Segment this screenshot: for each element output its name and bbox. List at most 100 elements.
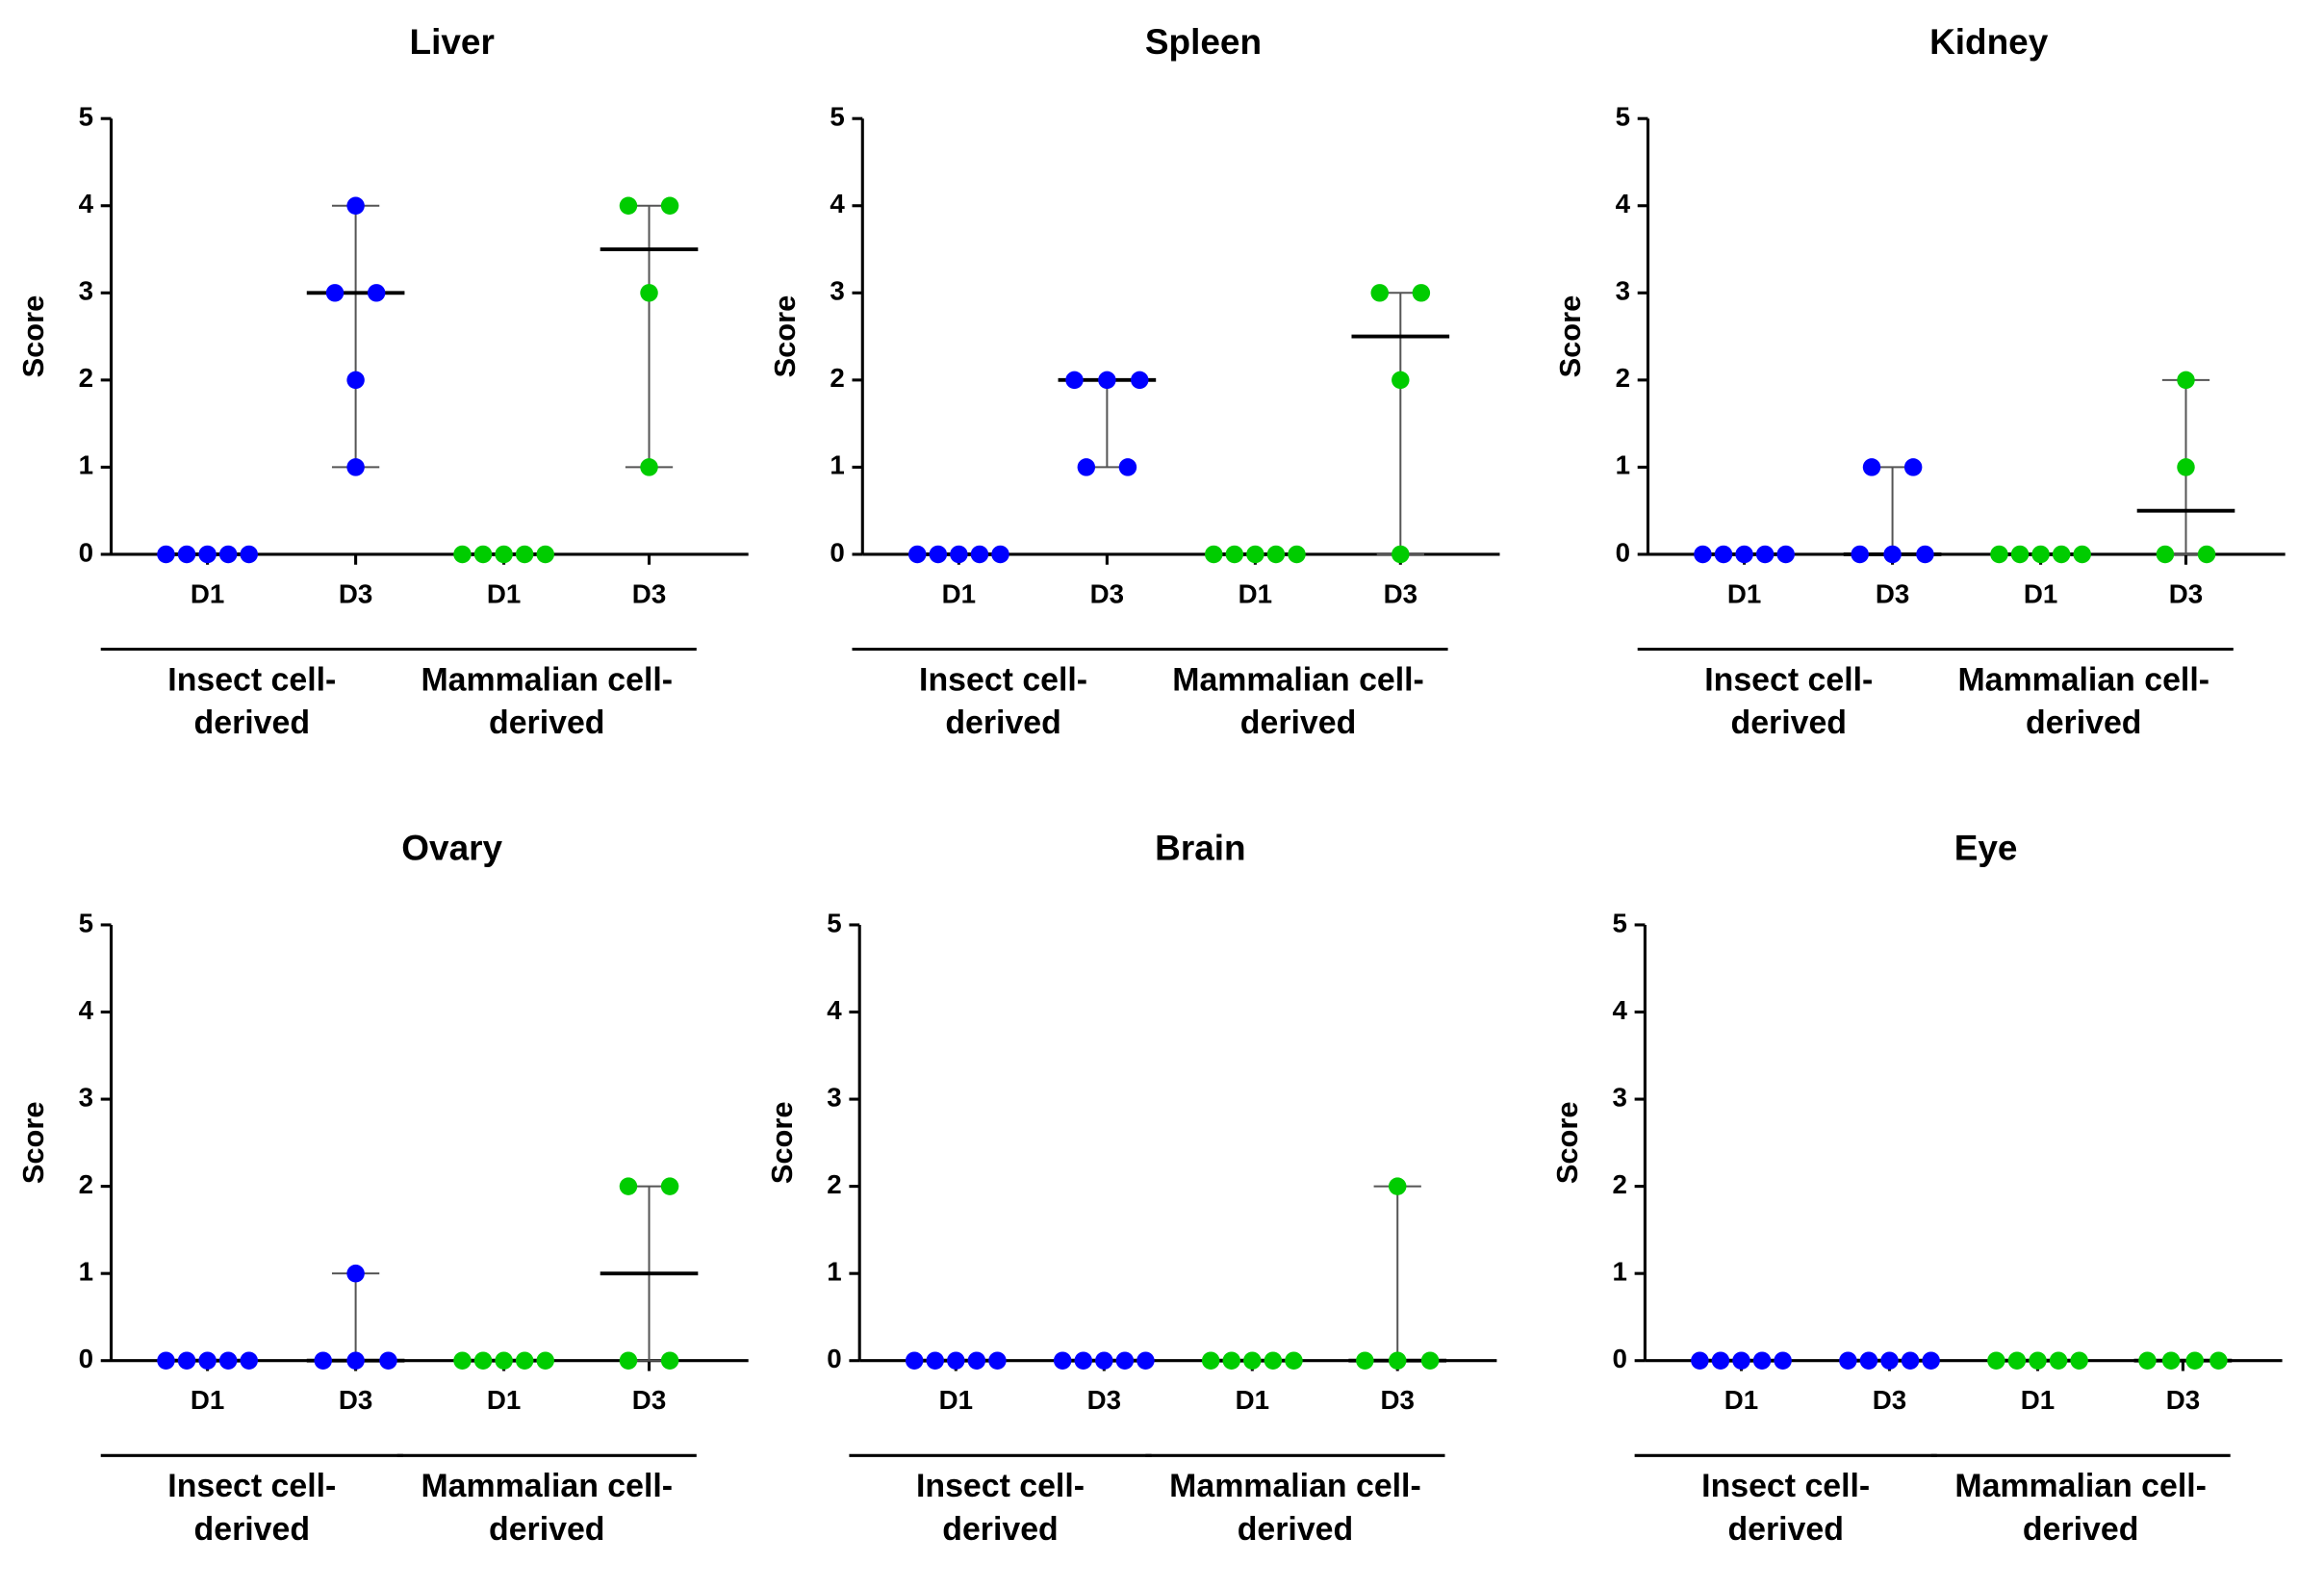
data-point [967, 1351, 986, 1370]
data-point [1714, 545, 1733, 564]
data-point [1074, 1351, 1092, 1370]
group-label: Mammalian cell- [1954, 1468, 2207, 1504]
data-point [1115, 1351, 1135, 1370]
y-tick-label: 2 [79, 363, 93, 393]
y-tick-label: 0 [79, 1344, 93, 1373]
panel: Ovary Score 0 1 2 3 4 5 Insect cell-derived D1 D3 M… [16, 829, 749, 1548]
data-point [346, 1264, 365, 1283]
y-tick-label: 4 [1616, 189, 1631, 218]
data-point [1755, 545, 1775, 564]
panel-title: Liver [410, 22, 495, 62]
group-label: derived [1240, 705, 1356, 741]
group-label: Mammalian cell- [1957, 661, 2209, 698]
data-point [1053, 1351, 1072, 1370]
data-point [1987, 1351, 2005, 1370]
data-point [2052, 545, 2071, 564]
y-tick-label: 4 [1612, 995, 1627, 1025]
group-label: derived [942, 1511, 1058, 1548]
x-tick-label: D3 [632, 1385, 666, 1415]
y-tick-label: 2 [1612, 1169, 1626, 1199]
data-point [515, 545, 534, 564]
data-point [908, 545, 927, 564]
data-point [1901, 1351, 1920, 1370]
data-point [1246, 545, 1264, 564]
data-point [1859, 1351, 1878, 1370]
y-tick-label: 5 [79, 102, 93, 132]
panel-title: Spleen [1145, 22, 1262, 62]
data-point [240, 1351, 258, 1370]
x-tick-label: D1 [1239, 578, 1272, 608]
data-point [367, 284, 386, 302]
data-point [453, 545, 472, 564]
panel-title: Ovary [401, 829, 502, 868]
data-point [198, 545, 217, 564]
y-axis-title: Score [16, 1102, 50, 1185]
x-tick-label: D3 [1087, 1385, 1121, 1415]
group-label: Insect cell- [167, 1468, 336, 1504]
y-axis-title: Score [1553, 295, 1587, 378]
x-tick-label: D3 [1876, 578, 1909, 608]
panel: Kidney Score 0 1 2 3 4 5 Insect cell-derived D1 D3… [1553, 22, 2286, 741]
data-point [1225, 545, 1244, 564]
panel: Brain Score 0 1 2 3 4 5 Insect cell-derived D1 D3 M… [765, 829, 1497, 1548]
data-point [2073, 545, 2091, 564]
panel-title: Brain [1155, 829, 1245, 868]
data-point [619, 196, 638, 215]
data-point [1392, 545, 1410, 564]
data-point [325, 284, 345, 302]
y-tick-label: 3 [827, 1082, 841, 1112]
x-tick-label: D1 [2021, 1385, 2055, 1415]
data-point [2161, 1351, 2181, 1370]
data-point [2070, 1351, 2088, 1370]
y-tick-label: 0 [827, 1344, 841, 1373]
y-tick-label: 5 [79, 908, 93, 937]
data-point [1131, 371, 1149, 390]
y-tick-label: 3 [1616, 276, 1630, 306]
group-label: Insect cell- [167, 661, 336, 698]
group-label: derived [2023, 1511, 2138, 1548]
data-point [1370, 284, 1389, 302]
data-point [2031, 545, 2050, 564]
group-label: Insect cell- [1704, 661, 1873, 698]
data-point [1095, 1351, 1113, 1370]
y-tick-label: 0 [830, 537, 844, 567]
data-point [640, 284, 658, 302]
y-tick-label: 5 [827, 908, 841, 937]
data-point [240, 545, 258, 564]
data-point [1916, 545, 1934, 564]
panel: Eye Score 0 1 2 3 4 5 Insect cell-derived D1 D3 Mam… [1550, 829, 2283, 1548]
y-tick-label: 5 [1612, 908, 1626, 937]
data-point [660, 1351, 679, 1370]
data-point [1922, 1351, 1940, 1370]
data-point [473, 545, 493, 564]
y-tick-label: 0 [1612, 1344, 1626, 1373]
x-tick-label: D1 [1236, 1385, 1269, 1415]
data-point [929, 545, 948, 564]
y-tick-label: 1 [79, 1256, 93, 1286]
panel: Spleen Score 0 1 2 3 4 5 Insect cell-derived D1 D3… [768, 22, 1500, 741]
data-point [1098, 371, 1116, 390]
data-point [2177, 458, 2195, 476]
data-point [1266, 545, 1286, 564]
y-tick-label: 4 [79, 995, 94, 1025]
x-tick-label: D1 [487, 578, 521, 608]
data-point [1136, 1351, 1155, 1370]
y-tick-label: 0 [79, 537, 93, 567]
y-axis-title: Score [768, 295, 802, 378]
data-point [991, 545, 1009, 564]
data-point [495, 1351, 513, 1370]
data-point [1711, 1351, 1730, 1370]
data-point [1735, 545, 1753, 564]
data-point [157, 1351, 175, 1370]
data-point [1694, 545, 1712, 564]
x-tick-label: D1 [939, 1385, 973, 1415]
y-tick-label: 1 [1616, 450, 1630, 480]
x-tick-label: D1 [2024, 578, 2057, 608]
x-tick-label: D1 [191, 1385, 224, 1415]
x-tick-label: D3 [339, 1385, 372, 1415]
data-point [1205, 545, 1223, 564]
data-point [1732, 1351, 1750, 1370]
data-point [660, 1177, 679, 1195]
group-label: Insect cell- [916, 1468, 1085, 1504]
data-point [1285, 1351, 1303, 1370]
